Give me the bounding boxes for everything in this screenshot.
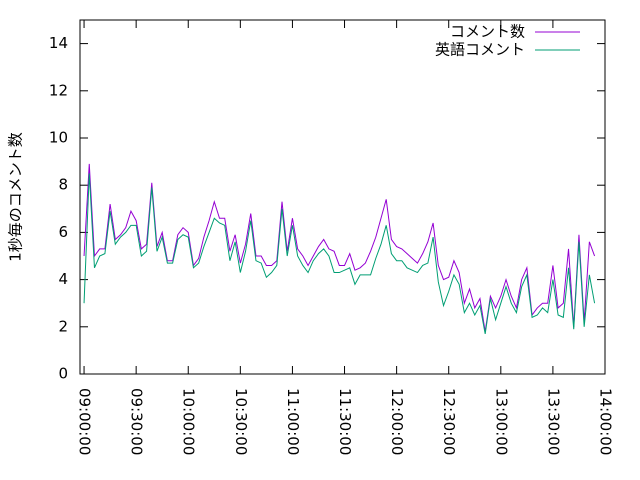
x-tick-label: 12:00:00 [388, 388, 406, 455]
x-tick-label: 11:30:00 [336, 388, 354, 455]
x-tick-label: 13:30:00 [544, 388, 562, 455]
series-line [83, 163, 596, 332]
x-tick-label: 10:30:00 [232, 388, 250, 455]
legend-label: コメント数 [450, 23, 525, 41]
y-tick-label: 10 [49, 129, 68, 147]
series-line [83, 173, 596, 334]
y-tick-label: 14 [49, 34, 68, 52]
y-tick-label: 6 [58, 223, 68, 241]
plot-frame [79, 19, 606, 375]
x-tick-label: 09:30:00 [128, 388, 146, 455]
y-tick-label: 0 [58, 365, 68, 383]
y-tick-label: 12 [49, 81, 68, 99]
x-tick-label: 10:00:00 [180, 388, 198, 455]
legend-label: 英語コメント [435, 41, 525, 59]
x-tick-label: 12:30:00 [440, 388, 458, 455]
x-tick-label: 11:00:00 [284, 388, 302, 455]
y-tick-label: 8 [58, 176, 68, 194]
x-tick-label: 13:00:00 [492, 388, 510, 455]
x-tick-label: 09:00:00 [76, 388, 94, 455]
y-tick-label: 4 [58, 270, 68, 288]
y-axis-label: 1秒毎のコメント数 [7, 132, 25, 262]
x-tick-label: 14:00:00 [597, 388, 615, 455]
y-tick-label: 2 [58, 317, 68, 335]
